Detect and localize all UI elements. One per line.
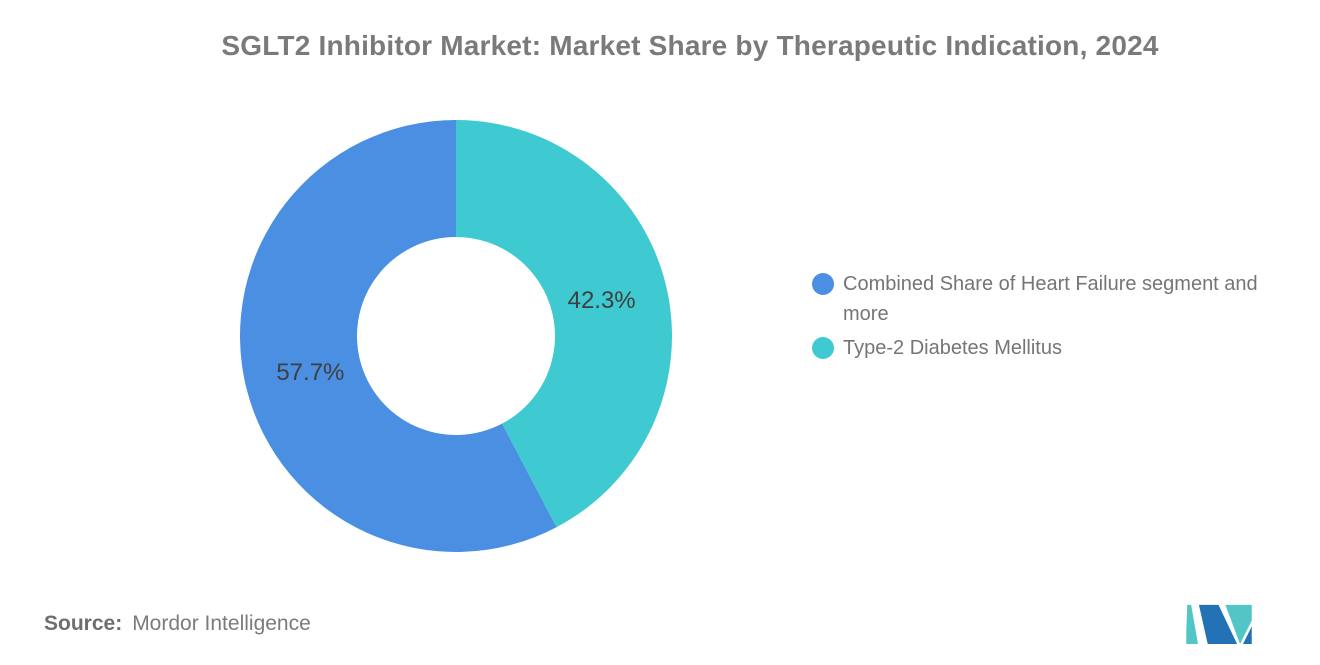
logo-white-gap xyxy=(1191,604,1208,644)
legend-marker-icon xyxy=(812,337,834,359)
source-label: Source: xyxy=(44,612,123,635)
pie-slice-1[interactable] xyxy=(456,120,672,528)
pie-slice-0[interactable] xyxy=(239,120,557,552)
logo-blue-right-triangle xyxy=(1242,626,1252,644)
source-line: Source: Mordor Intelligence xyxy=(44,612,311,636)
chart-title: SGLT2 Inhibitor Market: Market Share by … xyxy=(221,30,1159,61)
legend-item-label: Type-2 Diabetes Mellitus xyxy=(843,337,1062,359)
logo-teal-right-shape xyxy=(1225,604,1252,644)
slice-label-0: 57.7% xyxy=(276,359,344,386)
legend-item-label: Combined Share of Heart Failure segment … xyxy=(843,273,1258,325)
slice-label-1: 42.3% xyxy=(568,287,636,314)
source-value: Mordor Intelligence xyxy=(132,612,311,635)
legend-item-1[interactable]: Type-2 Diabetes Mellitus xyxy=(812,333,1268,363)
legend: Combined Share of Heart Failure segment … xyxy=(812,269,1268,367)
legend-item-0[interactable]: Combined Share of Heart Failure segment … xyxy=(812,269,1268,329)
legend-marker-icon xyxy=(812,273,834,295)
mordor-intelligence-logo-icon xyxy=(1186,604,1252,644)
logo-blue-main-shape xyxy=(1198,604,1238,644)
